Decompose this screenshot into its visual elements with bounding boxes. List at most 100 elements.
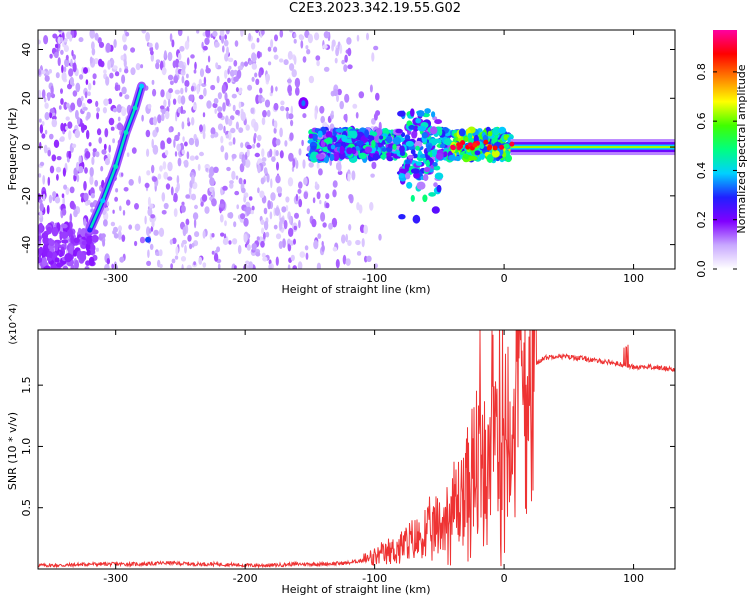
noise-point — [170, 186, 174, 196]
noise-point — [366, 32, 369, 41]
noise-point — [263, 220, 269, 231]
band-point — [407, 154, 414, 159]
noise-point — [184, 244, 187, 254]
noise-point — [255, 30, 259, 34]
noise-point — [274, 207, 280, 216]
noise-point — [305, 45, 309, 50]
noise-point — [276, 186, 283, 194]
noise-point — [239, 163, 245, 173]
noise-point — [295, 193, 299, 202]
band-point — [468, 155, 477, 161]
noise-point — [44, 102, 49, 109]
noise-point — [355, 112, 359, 119]
noise-point — [184, 86, 188, 93]
band-point — [499, 144, 505, 150]
band-point — [460, 140, 466, 146]
noise-point — [119, 67, 122, 73]
noise-point — [173, 138, 176, 148]
noise-point — [259, 87, 263, 94]
band-point — [435, 152, 444, 160]
noise-point — [364, 255, 368, 263]
noise-point — [89, 30, 95, 39]
noise-point — [69, 186, 75, 194]
noise-point — [290, 119, 294, 127]
noise-point — [84, 266, 90, 269]
band-point — [415, 117, 422, 124]
noise-point — [61, 71, 67, 82]
noise-point — [229, 69, 235, 77]
noise-point — [243, 217, 249, 227]
noise-point — [213, 98, 219, 104]
noise-point — [43, 35, 49, 45]
noise-point — [117, 122, 123, 131]
snr-chart: -300 -200 -100 0 100 0.5 1.0 1.5 Height of strai… — [6, 303, 676, 596]
noise-point — [94, 179, 99, 187]
noise-point — [119, 92, 123, 97]
noise-point — [270, 192, 276, 201]
noise-point — [60, 88, 63, 94]
noise-point — [228, 212, 234, 219]
noise-point — [81, 197, 84, 203]
noise-point — [71, 49, 74, 57]
noise-point — [75, 109, 79, 120]
noise-point — [150, 50, 154, 56]
carrier-track — [88, 84, 143, 232]
noise-point — [49, 108, 55, 114]
noise-point — [147, 249, 150, 258]
noise-point — [176, 143, 182, 152]
noise-point — [83, 67, 88, 74]
noise-point — [292, 265, 297, 269]
noise-point — [269, 211, 273, 220]
noise-point — [205, 167, 209, 172]
noise-point — [260, 177, 265, 185]
noise-point — [63, 66, 67, 73]
noise-point — [279, 150, 284, 159]
noise-point — [157, 173, 162, 180]
noise-point — [224, 69, 228, 79]
noise-point — [58, 105, 62, 110]
noise-point — [114, 71, 120, 77]
noise-point — [337, 170, 343, 175]
noise-point — [355, 239, 361, 246]
band-point — [425, 159, 431, 167]
x-tick-label: -300 — [103, 272, 128, 285]
noise-point — [287, 177, 294, 187]
noise-point — [263, 207, 268, 215]
noise-point — [146, 260, 152, 266]
band-point — [433, 165, 441, 171]
noise-point — [243, 61, 249, 67]
noise-point — [203, 87, 207, 97]
noise-point — [57, 57, 61, 67]
noise-point — [130, 47, 136, 53]
colorbar-gradient — [713, 30, 737, 269]
noise-point — [358, 91, 365, 99]
noise-point — [220, 145, 225, 153]
noise-point — [124, 68, 129, 74]
noise-point — [212, 30, 218, 37]
noise-point — [255, 78, 260, 86]
noise-point — [172, 98, 177, 105]
noise-point — [161, 192, 166, 202]
noise-point — [47, 92, 51, 102]
noise-point — [52, 33, 58, 39]
noise-point — [42, 193, 46, 202]
noise-point — [199, 68, 205, 78]
noise-point — [371, 161, 377, 170]
noise-point — [49, 53, 53, 59]
noise-point — [117, 116, 121, 122]
noise-point — [322, 222, 327, 228]
band-point — [422, 194, 428, 203]
noise-point — [255, 251, 261, 257]
noise-point — [163, 202, 169, 210]
noise-point — [44, 129, 48, 135]
noise-point — [339, 44, 343, 54]
noise-point — [373, 112, 378, 121]
noise-point — [298, 219, 301, 229]
noise-point — [70, 102, 76, 111]
noise-point — [72, 90, 78, 97]
noise-point — [69, 245, 74, 254]
noise-point — [293, 38, 297, 44]
noise-point — [224, 220, 227, 227]
noise-point — [110, 59, 115, 65]
